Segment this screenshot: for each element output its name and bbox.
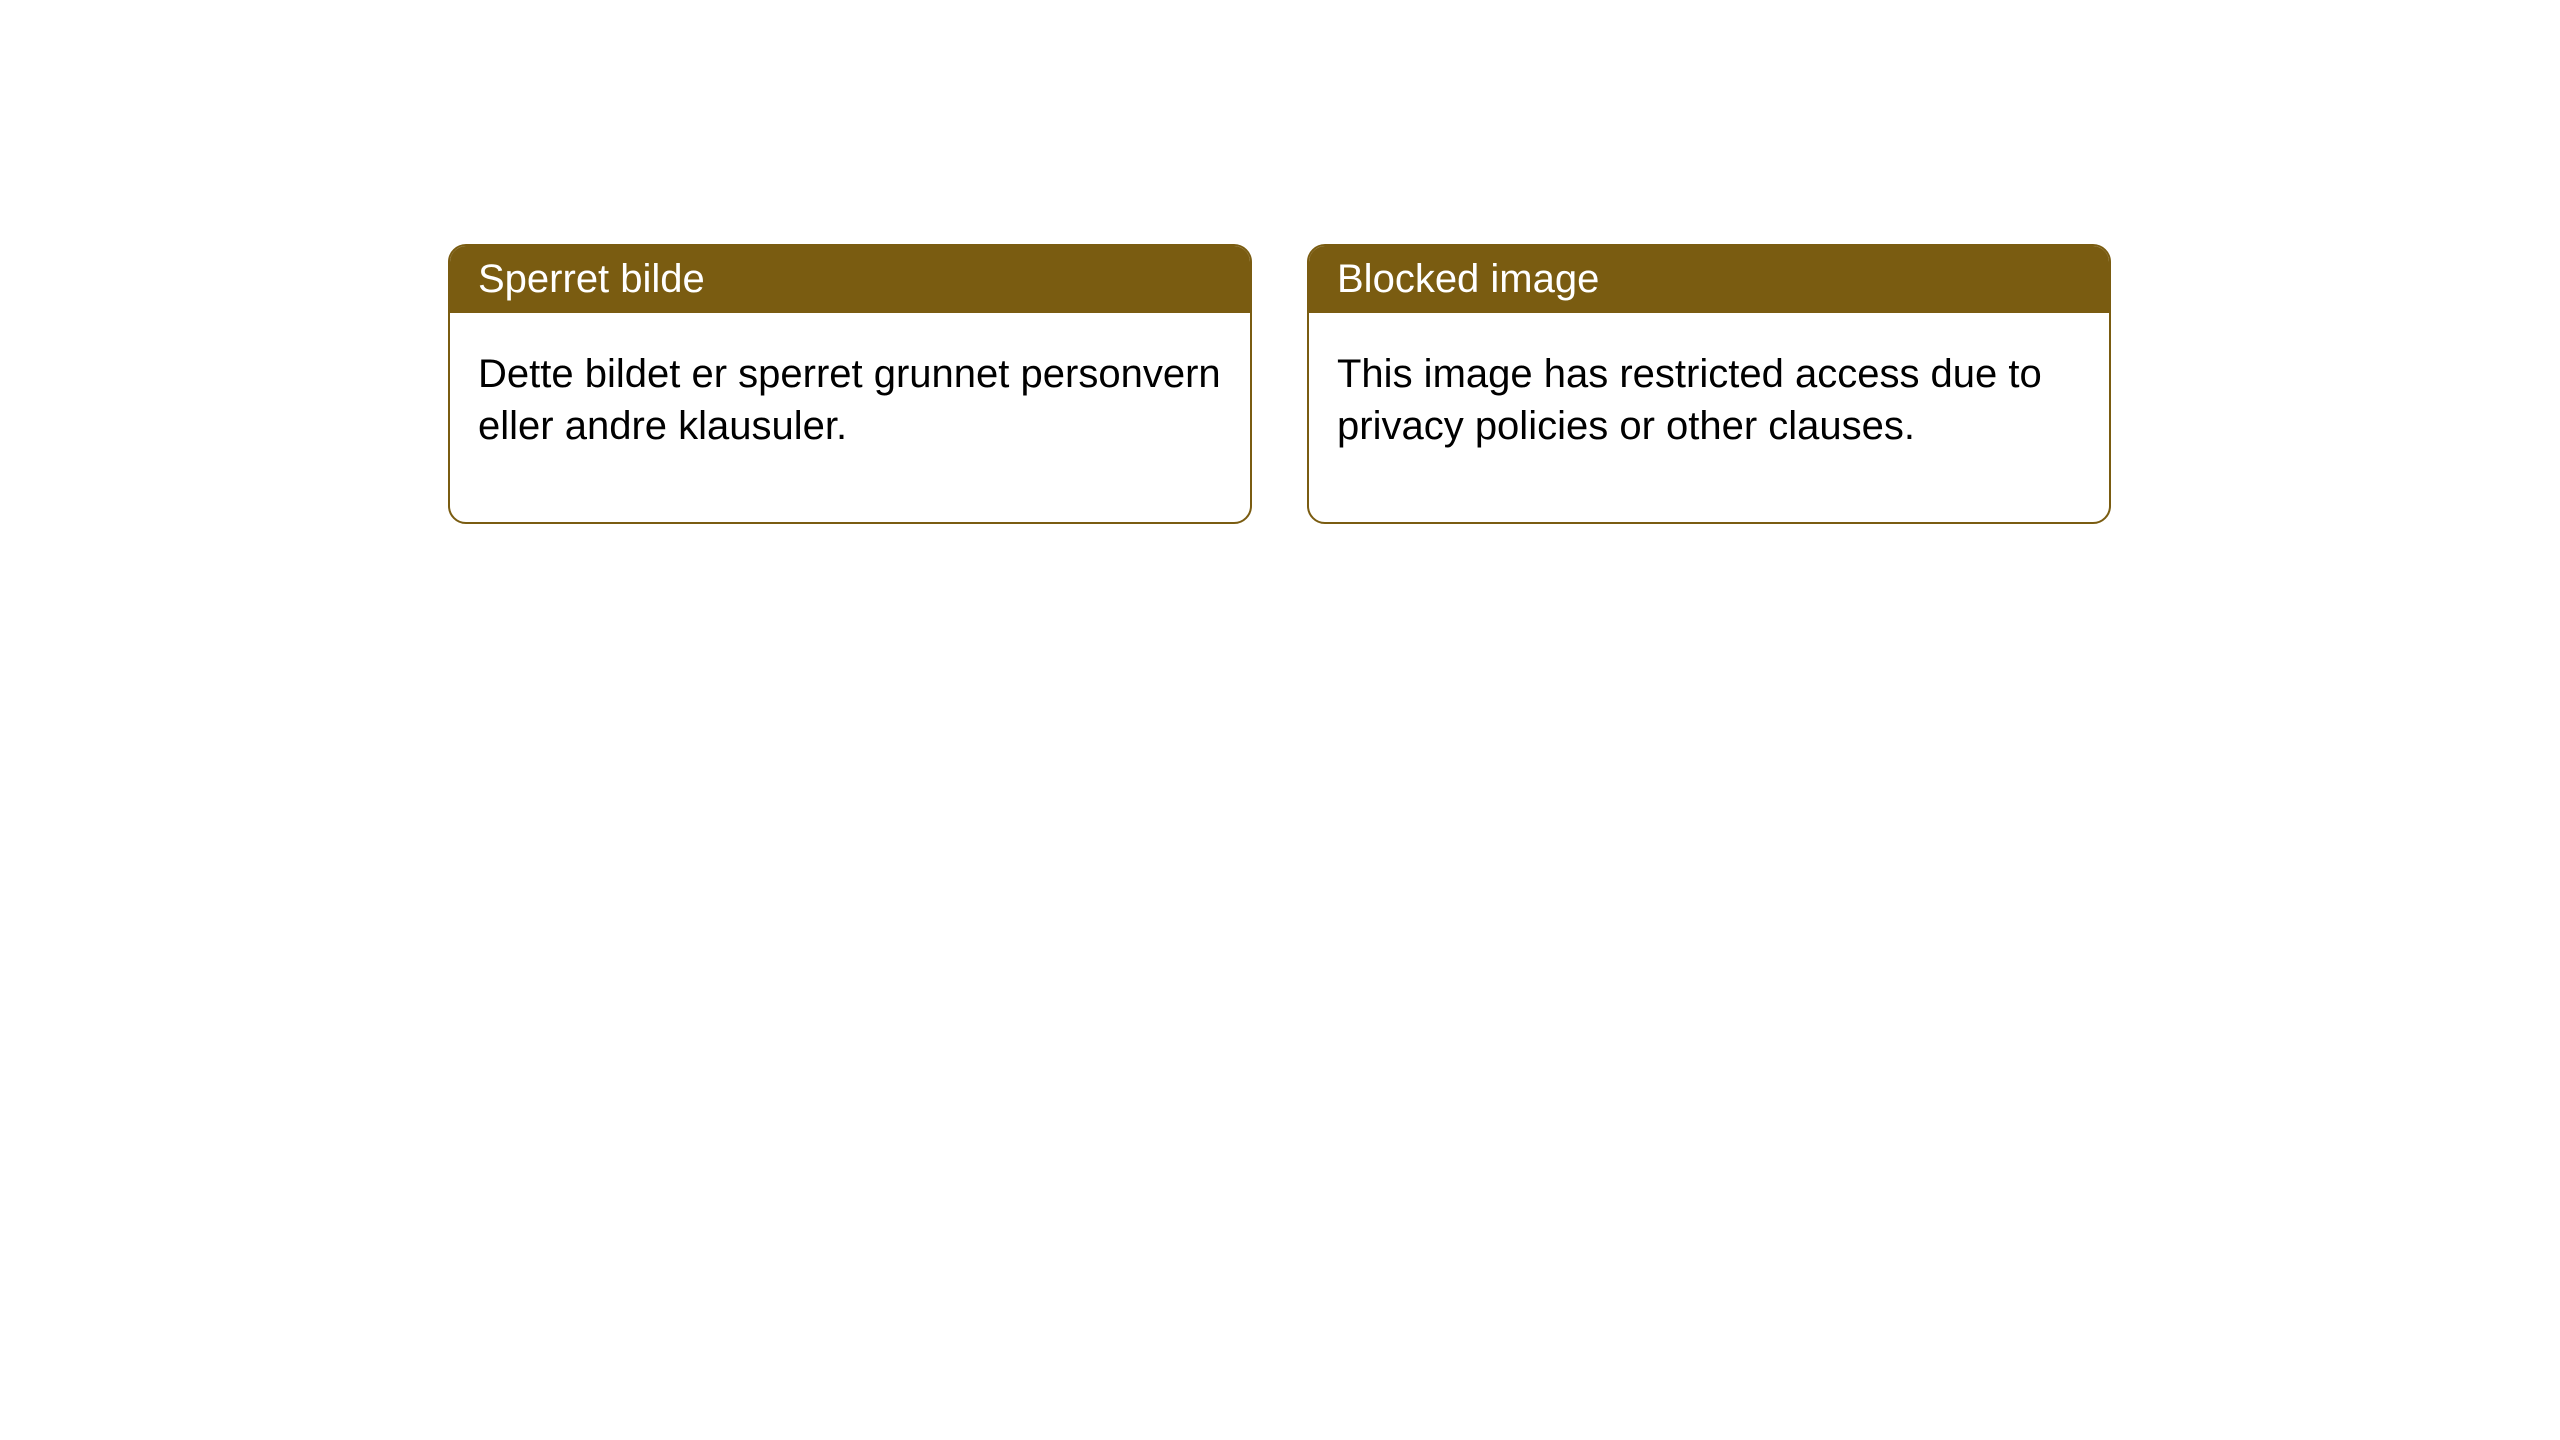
notice-card-norwegian: Sperret bilde Dette bildet er sperret gr… [448, 244, 1252, 524]
card-title: Sperret bilde [478, 257, 705, 301]
card-header: Sperret bilde [450, 246, 1250, 313]
notice-card-english: Blocked image This image has restricted … [1307, 244, 2111, 524]
card-body: Dette bildet er sperret grunnet personve… [450, 313, 1250, 522]
card-message: Dette bildet er sperret grunnet personve… [478, 352, 1221, 448]
card-message: This image has restricted access due to … [1337, 352, 2042, 448]
notice-container: Sperret bilde Dette bildet er sperret gr… [0, 0, 2560, 524]
card-body: This image has restricted access due to … [1309, 313, 2109, 522]
card-title: Blocked image [1337, 257, 1599, 301]
card-header: Blocked image [1309, 246, 2109, 313]
